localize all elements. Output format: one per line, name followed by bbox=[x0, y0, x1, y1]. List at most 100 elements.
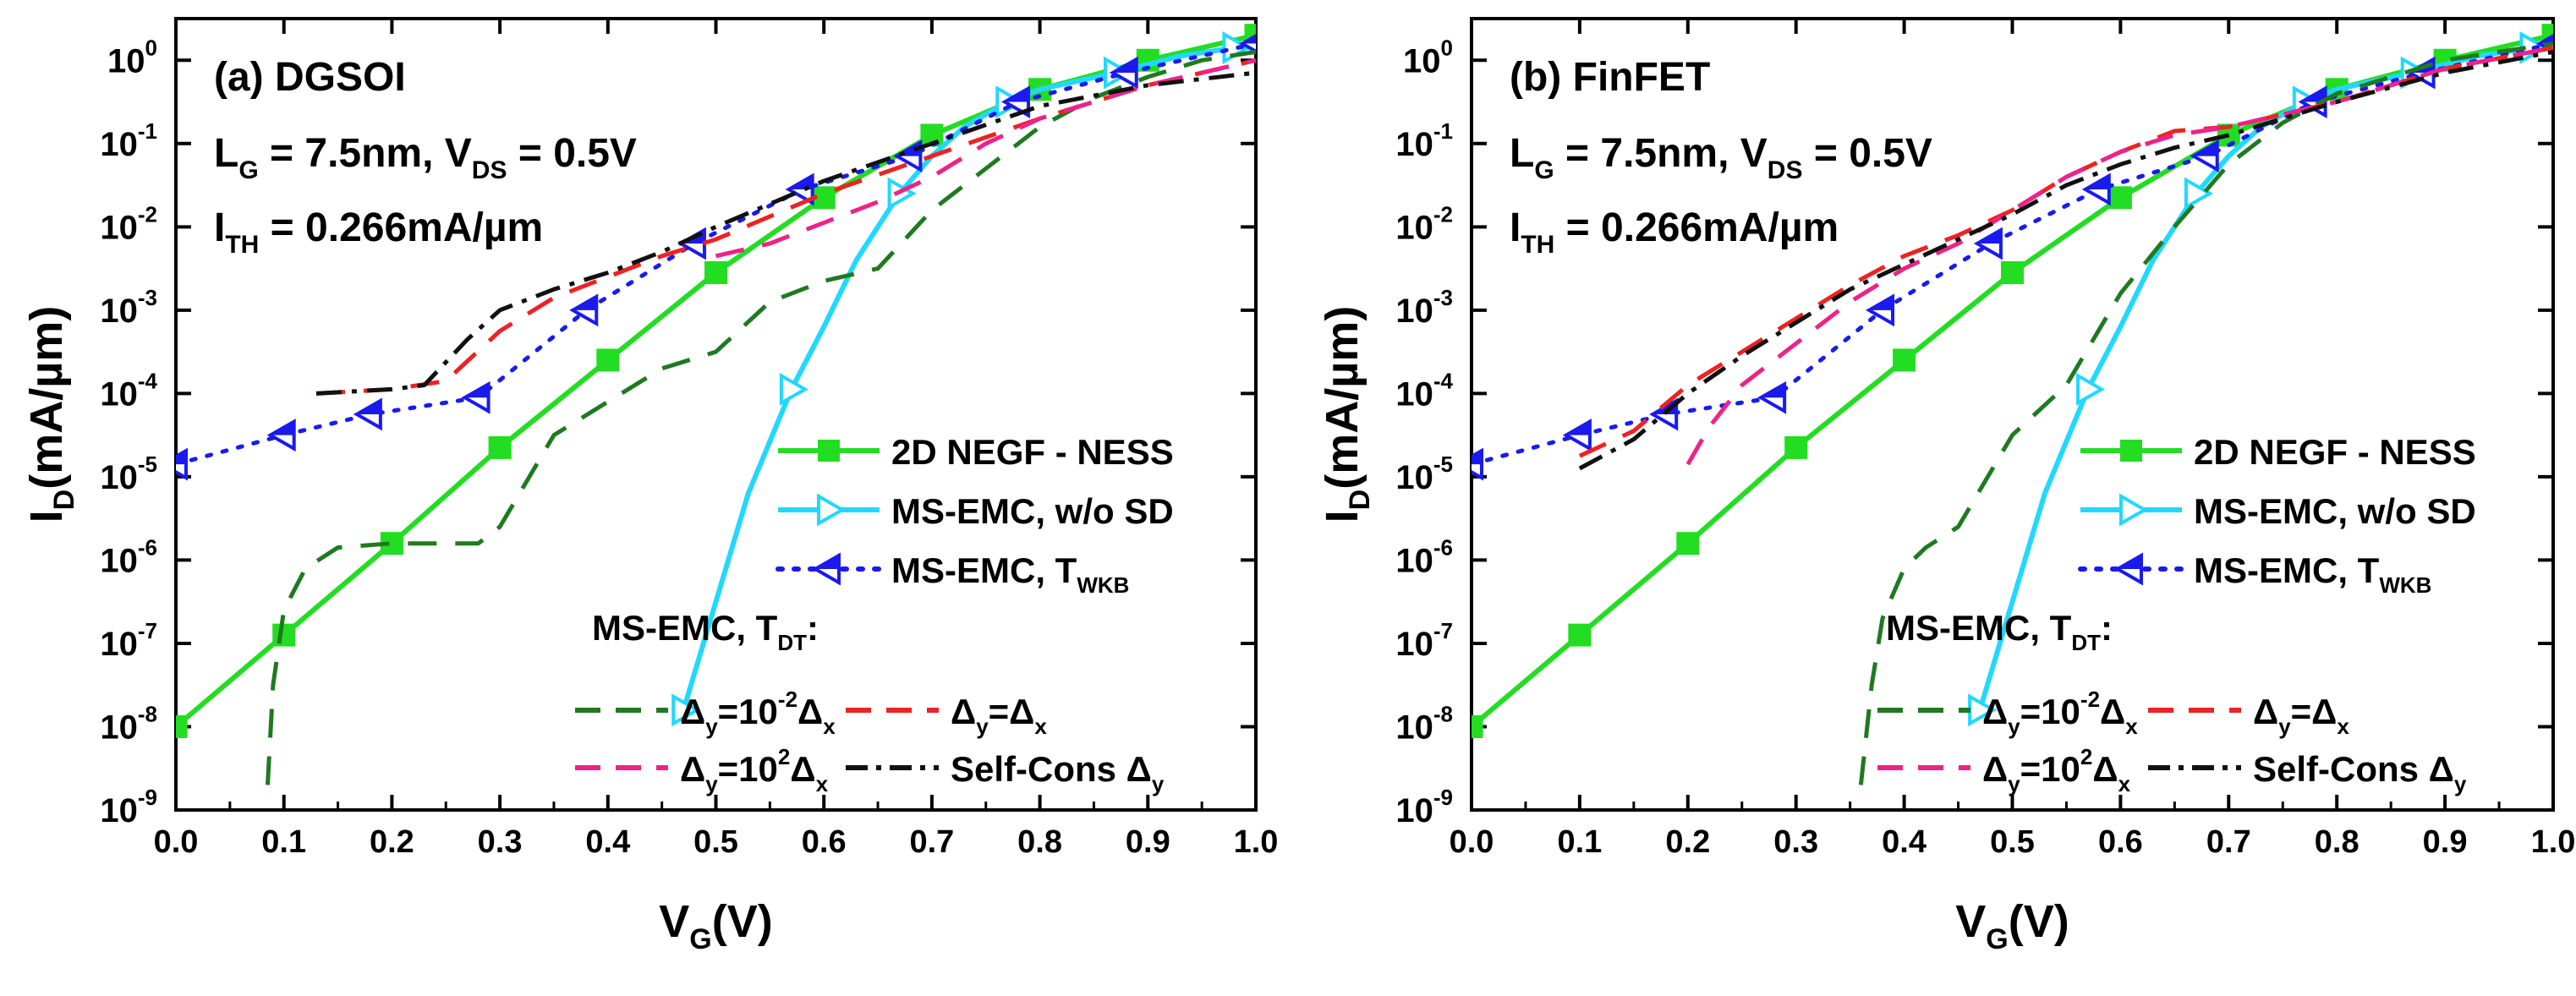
legend-label-emc: MS-EMC, w/o SD bbox=[891, 491, 1174, 531]
chart-annotation: ITH = 0.266mA/µm bbox=[214, 205, 543, 259]
data-point-fill-wkb bbox=[1976, 230, 2001, 244]
series-line-wkb bbox=[176, 41, 1256, 467]
series-d3 bbox=[1685, 46, 2553, 466]
data-point-negf bbox=[2108, 186, 2132, 210]
chart-annotation: LG = 7.5nm, VDS = 0.5V bbox=[214, 131, 637, 184]
data-point-emc bbox=[887, 177, 917, 211]
data-point-negf bbox=[2001, 261, 2024, 285]
data-point-fill-wkb bbox=[356, 401, 381, 414]
series-sc bbox=[315, 70, 1256, 396]
legend-title: MS-EMC, TDT: bbox=[592, 608, 819, 655]
y-tick-label: 10-5 bbox=[1395, 451, 1453, 496]
data-point-negf bbox=[596, 348, 620, 372]
x-tick-label: 1.0 bbox=[2531, 824, 2576, 860]
data-point-negf bbox=[488, 435, 512, 459]
x-axis-label: VG(V) bbox=[1955, 896, 2069, 955]
legend-marker-fill-wkb bbox=[2118, 555, 2141, 569]
data-point-negf bbox=[1568, 623, 1592, 647]
y-tick-label: 10-1 bbox=[100, 118, 157, 163]
x-tick-label: 0.5 bbox=[1990, 824, 2035, 860]
data-point-fill-wkb bbox=[1242, 36, 1256, 44]
data-point-fill-wkb bbox=[176, 451, 186, 465]
legend-marker-emc bbox=[817, 493, 847, 527]
data-point-fill-wkb bbox=[2193, 142, 2217, 156]
data-point-negf bbox=[272, 623, 296, 647]
x-tick-label: 0.6 bbox=[802, 824, 847, 860]
x-tick-label: 0.8 bbox=[2315, 824, 2360, 860]
legend-label-sc: Self-Cons Δy bbox=[951, 749, 1165, 796]
x-tick-label: 0.1 bbox=[1557, 824, 1602, 860]
data-point-emc bbox=[779, 372, 808, 406]
data-point-fill-wkb bbox=[573, 296, 597, 310]
y-axis-label: ID(mA/µm) bbox=[21, 306, 80, 523]
y-tick-label: 10-3 bbox=[1395, 285, 1453, 330]
data-point-fill-wkb bbox=[1112, 59, 1137, 74]
data-point-negf bbox=[1472, 714, 1483, 738]
legend-label-wkb: MS-EMC, TWKB bbox=[2194, 550, 2431, 598]
series-wkb bbox=[176, 34, 1256, 481]
data-point-fill-wkb bbox=[788, 175, 813, 189]
legend-label-sc: Self-Cons Δy bbox=[2253, 749, 2467, 796]
x-tick-label: 0.4 bbox=[1882, 824, 1927, 860]
chart-panel-b: 0.0 0.1 0.2 0.3 0.4 0.5 0.6 0.7 0.8 0.9 1.0 10-9 10-… bbox=[1317, 17, 2576, 955]
data-point-emc bbox=[671, 693, 701, 727]
series-line-wkb bbox=[1472, 41, 2553, 467]
y-tick-label: 10-6 bbox=[1395, 534, 1453, 579]
x-tick-label: 0.6 bbox=[2098, 824, 2143, 860]
series-wkb bbox=[1472, 34, 2553, 481]
chart-title: (a) DGSOI bbox=[214, 55, 406, 100]
series-line-sc bbox=[315, 70, 1256, 396]
y-tick-label: 10-3 bbox=[100, 285, 157, 330]
legend: 2D NEGF - NESS MS-EMC, w/o SD MS-EMC, TWKB… bbox=[575, 432, 1174, 796]
y-tick-label: 100 bbox=[1403, 35, 1453, 79]
legend-label-emc: MS-EMC, w/o SD bbox=[2194, 491, 2476, 531]
series-sc bbox=[1578, 49, 2553, 471]
series-line-d1 bbox=[1858, 41, 2553, 785]
y-axis-label: ID(mA/µm) bbox=[1317, 306, 1376, 523]
data-point-negf bbox=[704, 261, 727, 285]
series-d1 bbox=[1858, 41, 2553, 785]
series-d3 bbox=[715, 57, 1256, 259]
x-tick-label: 0.9 bbox=[1126, 824, 1170, 860]
data-point-emc bbox=[2184, 177, 2213, 211]
y-tick-label: 10-8 bbox=[1395, 701, 1453, 746]
y-tick-label: 10-5 bbox=[100, 451, 157, 496]
y-tick-label: 10-9 bbox=[1395, 785, 1453, 829]
x-tick-label: 0.5 bbox=[693, 824, 738, 860]
legend-label-negf: 2D NEGF - NESS bbox=[2194, 432, 2476, 472]
x-tick-label: 0.3 bbox=[478, 824, 523, 860]
legend-label-d3: Δy=102Δx bbox=[680, 744, 829, 796]
data-point-fill-wkb bbox=[1761, 384, 1785, 398]
data-point-negf bbox=[1676, 532, 1700, 555]
data-point-negf bbox=[1893, 348, 1916, 372]
legend-marker-fill-wkb bbox=[815, 555, 839, 569]
legend-marker-emc bbox=[2119, 493, 2149, 527]
legend: 2D NEGF - NESS MS-EMC, w/o SD MS-EMC, TWKB… bbox=[1877, 432, 2476, 796]
legend-label-d1: Δy=10-2Δx bbox=[680, 687, 836, 739]
x-tick-label: 0.7 bbox=[2206, 824, 2251, 860]
x-tick-label: 0.2 bbox=[370, 824, 414, 860]
chart-annotation: LG = 7.5nm, VDS = 0.5V bbox=[1510, 131, 1932, 184]
y-tick-label: 100 bbox=[107, 35, 157, 79]
data-point-negf bbox=[176, 714, 188, 738]
x-tick-label: 0.2 bbox=[1665, 824, 1710, 860]
data-point-fill-wkb bbox=[2540, 36, 2553, 44]
legend-label-d3: Δy=102Δx bbox=[1982, 744, 2131, 796]
data-point-fill-wkb bbox=[464, 384, 489, 398]
series-line-emc bbox=[1977, 45, 2553, 711]
data-point-fill-wkb bbox=[1869, 296, 1894, 310]
series-d2 bbox=[1578, 46, 2553, 458]
legend-label-negf: 2D NEGF - NESS bbox=[891, 432, 1174, 472]
chart-title: (b) FinFET bbox=[1510, 55, 1710, 100]
chart-panel-a: 0.0 0.1 0.2 0.3 0.4 0.5 0.6 0.7 0.8 0.9 1.0 10-9 10-… bbox=[21, 17, 1278, 955]
x-tick-label: 0.3 bbox=[1773, 824, 1818, 860]
y-tick-label: 10-4 bbox=[100, 368, 157, 413]
legend-marker-negf bbox=[2120, 440, 2142, 462]
x-tick-label: 0.0 bbox=[1450, 824, 1494, 860]
x-tick-label: 0.7 bbox=[909, 824, 954, 860]
legend-label-wkb: MS-EMC, TWKB bbox=[891, 550, 1129, 598]
x-axis-label: VG(V) bbox=[659, 896, 772, 955]
y-tick-label: 10-7 bbox=[1395, 618, 1453, 663]
data-point-fill-wkb bbox=[1472, 451, 1482, 465]
